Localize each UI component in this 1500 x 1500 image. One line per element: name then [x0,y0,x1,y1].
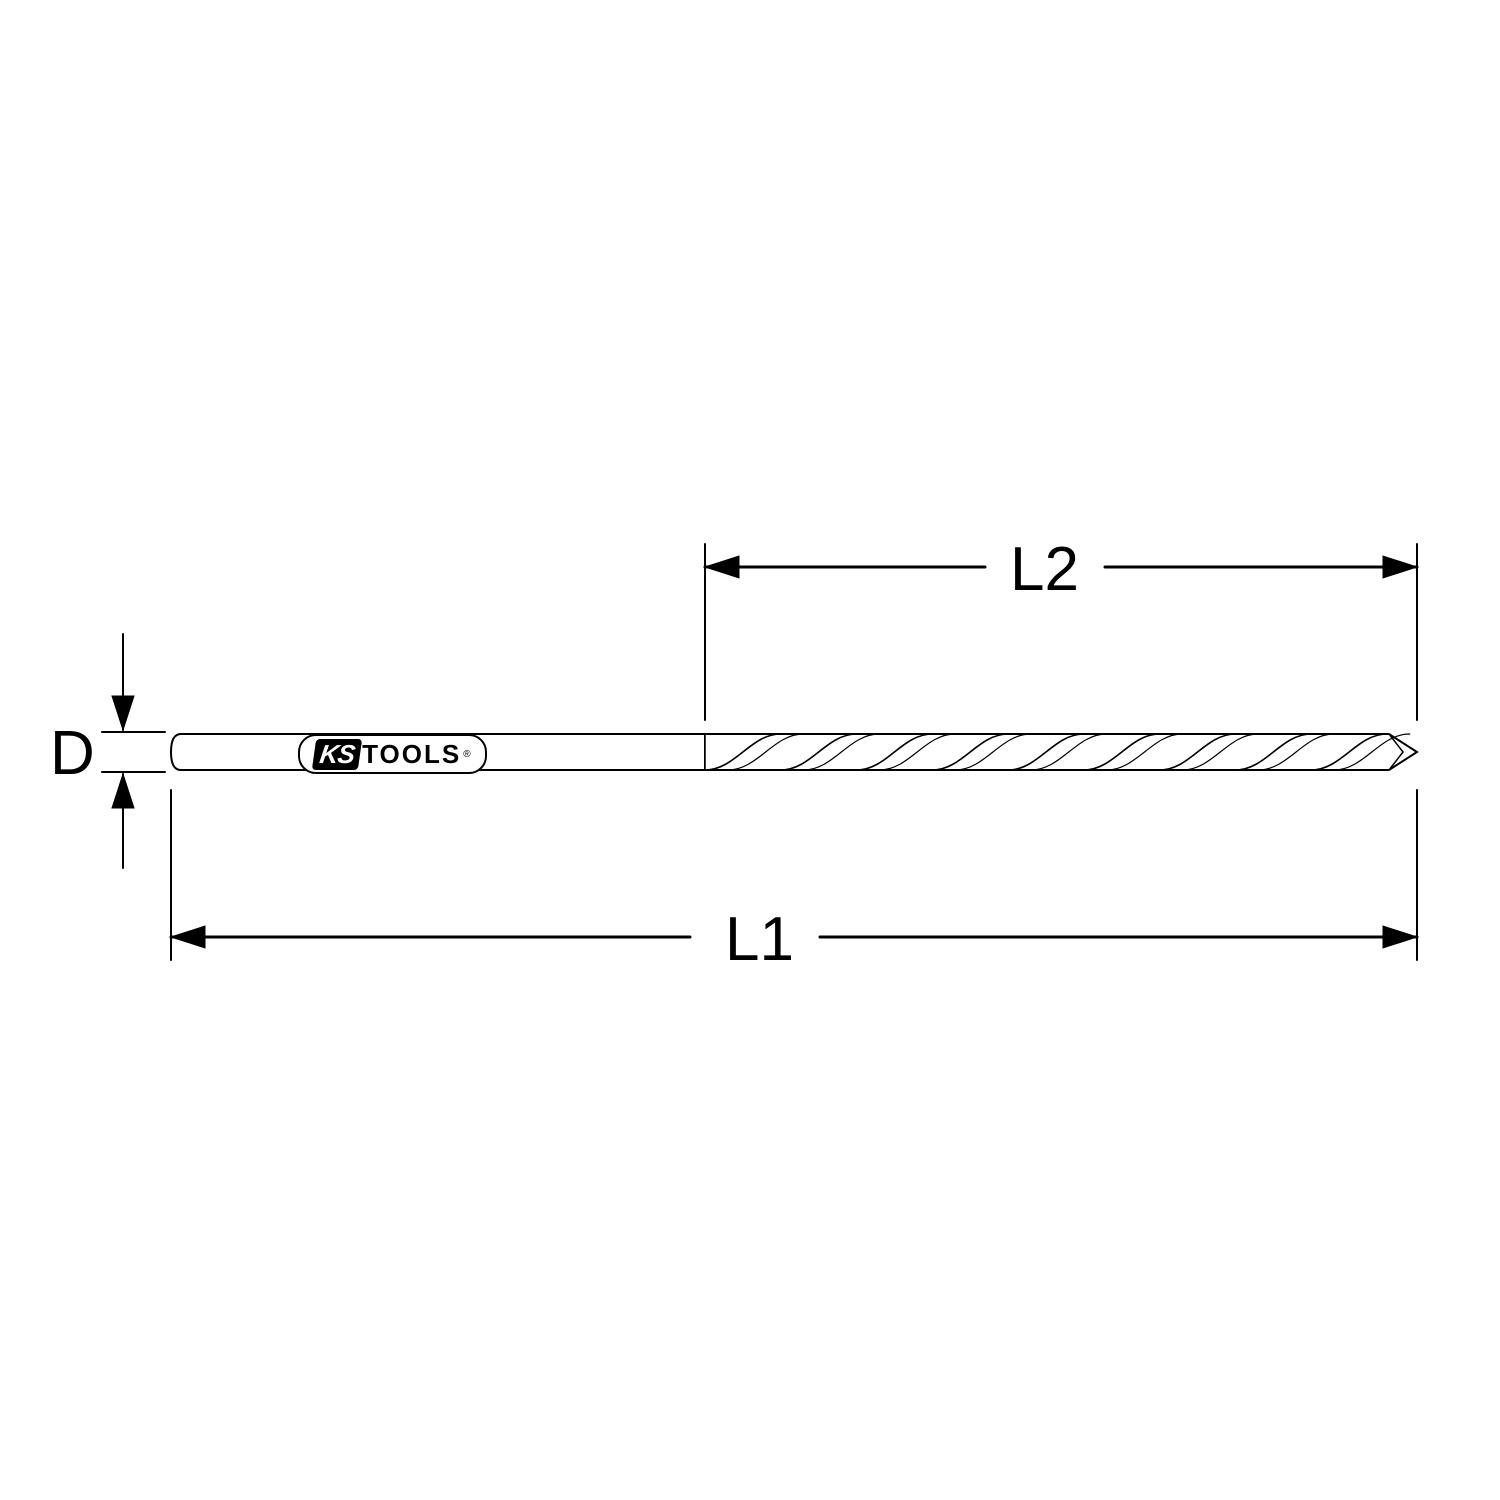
logo-ks-text: KS [312,739,362,770]
dim-label-l2: L2 [1010,534,1079,605]
dim-label-l1: L1 [725,904,794,975]
technical-drawing: D L1 L2 KS TOOLS ® [0,0,1500,1500]
drawing-svg [0,0,1500,1500]
logo-tools-text: TOOLS [362,739,461,770]
logo-registered: ® [463,749,470,760]
brand-logo: KS TOOLS ® [298,734,487,774]
dim-label-d: D [50,718,95,789]
